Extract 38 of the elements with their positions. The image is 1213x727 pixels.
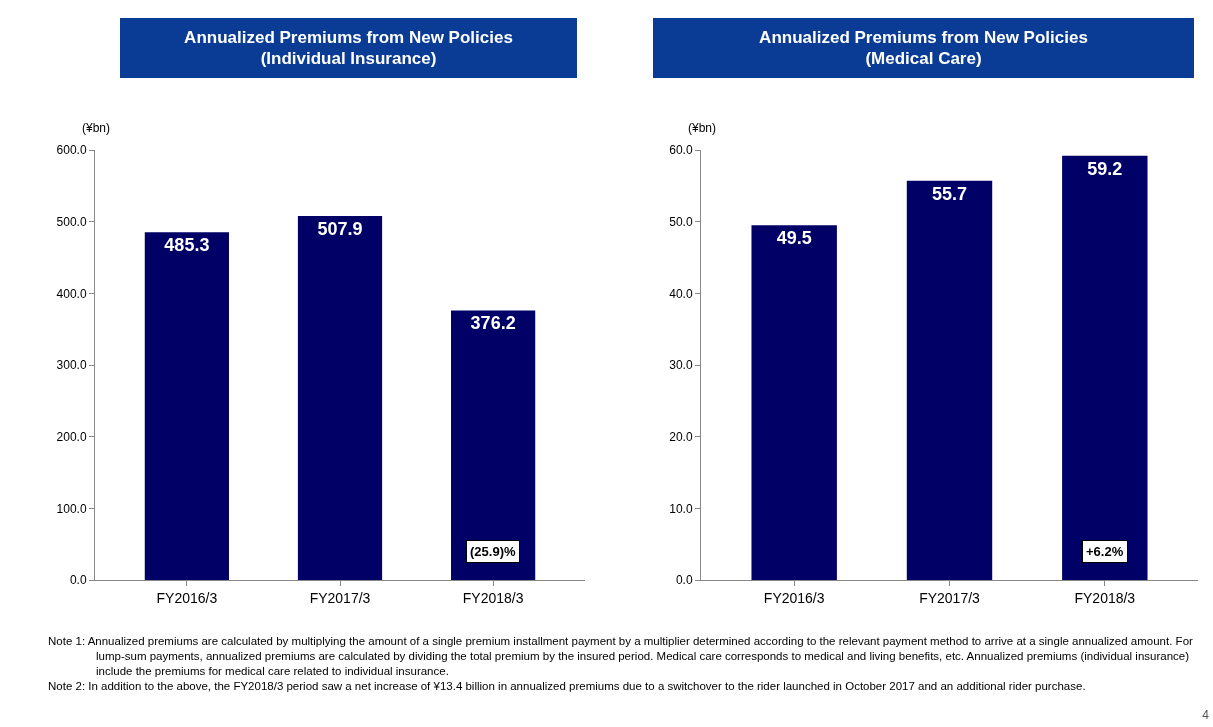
- y-tick-label: 50.0: [669, 214, 693, 229]
- y-tick-label: 60.0: [669, 143, 693, 158]
- y-tick-label: 200.0: [56, 429, 87, 444]
- y-tick-label: 40.0: [669, 286, 693, 301]
- annotation: +6.2%: [1086, 544, 1124, 559]
- x-tick-label: FY2017/3: [919, 589, 981, 606]
- bar: [451, 310, 536, 580]
- data-label: 485.3: [164, 235, 210, 256]
- y-tick-label: 0.0: [675, 573, 693, 588]
- y-tick-label: 300.0: [56, 358, 87, 373]
- data-label: 49.5: [776, 228, 812, 249]
- chart-title: Annualized Premiums from New Policies (Medical Care): [653, 18, 1194, 78]
- x-tick-label: FY2018/3: [462, 589, 524, 606]
- annotation: (25.9)%: [470, 544, 516, 559]
- data-label: 376.2: [470, 313, 516, 334]
- text: Note 1: Annualized premiums are calculated by multiplying the amount of a single premium installment payment by a multiplier determined according to the relevant payment method to arrive at a single annualized amount. For lump-sum payments, annualized premiums are calculated by dividing the total premium by the insured period. Medical care corresponds to medical and living benefits, etc. Annualized premiums (individual insurance) include the premiums for medical care related to individual insurance.: [48, 634, 1194, 679]
- y-tick-label: 400.0: [56, 286, 87, 301]
- x-tick-label: FY2016/3: [156, 589, 218, 606]
- x-tick-label: FY2017/3: [309, 589, 371, 606]
- data-label: 55.7: [931, 183, 968, 204]
- x-tick-label: FY2016/3: [763, 589, 825, 606]
- text: 4: [1202, 708, 1209, 722]
- data-label: 507.9: [317, 219, 363, 240]
- data-label: 59.2: [1087, 158, 1123, 179]
- y-tick-label: 500.0: [56, 214, 87, 229]
- y-axis-title: (¥bn): [82, 121, 111, 135]
- y-tick-label: 0.0: [69, 573, 87, 588]
- y-tick-label: 10.0: [669, 501, 693, 516]
- y-axis-title: (¥bn): [688, 121, 717, 135]
- y-tick-label: 600.0: [56, 143, 87, 158]
- y-tick-label: 30.0: [669, 358, 693, 373]
- x-tick-label: FY2018/3: [1074, 589, 1136, 606]
- chart-title: Annualized Premiums from New Policies (Individual Insurance): [120, 18, 577, 78]
- bar: [144, 232, 229, 580]
- y-tick-label: 20.0: [669, 429, 693, 444]
- bar: [297, 216, 383, 580]
- text: Note 2: In addition to the above, the FY2018/3 period saw a net increase of ¥13.4 billion in annualized premiums due to a switchover to the rider launched in October 2017 and an additional rider purchase.: [48, 679, 1087, 694]
- y-tick-label: 100.0: [56, 501, 87, 516]
